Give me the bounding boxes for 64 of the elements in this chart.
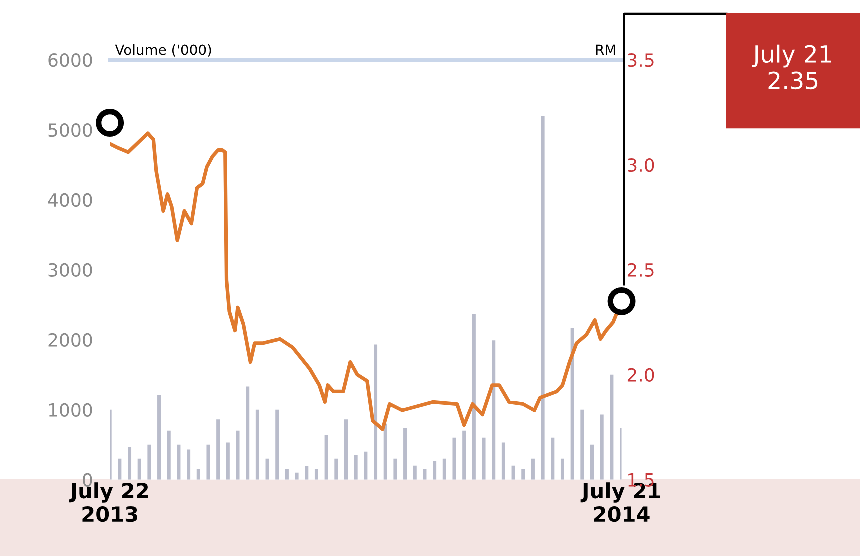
- bar: [462, 430, 466, 480]
- bar: [512, 466, 516, 480]
- bar: [482, 438, 486, 480]
- y-tick-label: 6000: [48, 54, 92, 68]
- bar: [374, 344, 378, 480]
- bar: [590, 444, 594, 480]
- y2-axis-title: RM: [596, 44, 616, 56]
- bar: [305, 466, 309, 480]
- bar: [384, 424, 388, 480]
- bar: [433, 460, 437, 480]
- bar: [138, 458, 142, 480]
- bar: [158, 395, 162, 480]
- y-tick-label: 1000: [49, 403, 92, 417]
- bar: [216, 420, 220, 480]
- bar: [492, 340, 496, 480]
- bar: [295, 472, 299, 480]
- y2-tick-label: 2.0: [628, 368, 654, 382]
- bar: [246, 386, 250, 480]
- y-tick-label: 2000: [48, 333, 92, 348]
- bar: [610, 374, 614, 480]
- y-axis-title: Volume ('000): [115, 44, 212, 57]
- bar: [541, 116, 545, 480]
- bar: [118, 458, 122, 480]
- bar: [452, 438, 456, 480]
- bar: [423, 469, 427, 480]
- bar: [472, 314, 476, 480]
- bar: [600, 414, 604, 480]
- text: July 21 2.35: [752, 44, 832, 90]
- bar: [187, 450, 191, 480]
- bar: [236, 430, 240, 480]
- bar: [148, 444, 152, 480]
- bar: [128, 446, 132, 480]
- bar: [364, 452, 368, 480]
- bar: [531, 458, 535, 480]
- bar: [334, 458, 338, 480]
- bar: [413, 466, 417, 480]
- bar: [256, 410, 260, 480]
- bar: [196, 469, 200, 480]
- y2-tick-label: 3.0: [628, 158, 654, 172]
- bar: [560, 458, 564, 480]
- bar: [167, 430, 171, 480]
- y-tick-label: 3000: [48, 263, 92, 278]
- bar: [502, 442, 506, 480]
- bar: [551, 438, 555, 480]
- y-tick-label: 5000: [48, 123, 92, 138]
- bar: [226, 442, 230, 480]
- bar: [266, 458, 270, 480]
- bar: [324, 435, 328, 480]
- y-tick-label: 4000: [48, 193, 92, 208]
- bar: [442, 458, 446, 480]
- bar: [206, 444, 210, 480]
- y2-tick-label: 3.5: [628, 54, 654, 68]
- bar: [522, 469, 526, 480]
- bar: [314, 469, 318, 480]
- bar: [580, 410, 584, 480]
- bar: [404, 428, 408, 480]
- bar: [344, 420, 348, 480]
- bar: [276, 410, 280, 480]
- y2-tick-label: 2.5: [628, 263, 654, 278]
- bar: [570, 328, 574, 480]
- bar: [285, 469, 289, 480]
- bar: [394, 458, 398, 480]
- bar: [354, 455, 358, 480]
- bar: [177, 444, 181, 480]
